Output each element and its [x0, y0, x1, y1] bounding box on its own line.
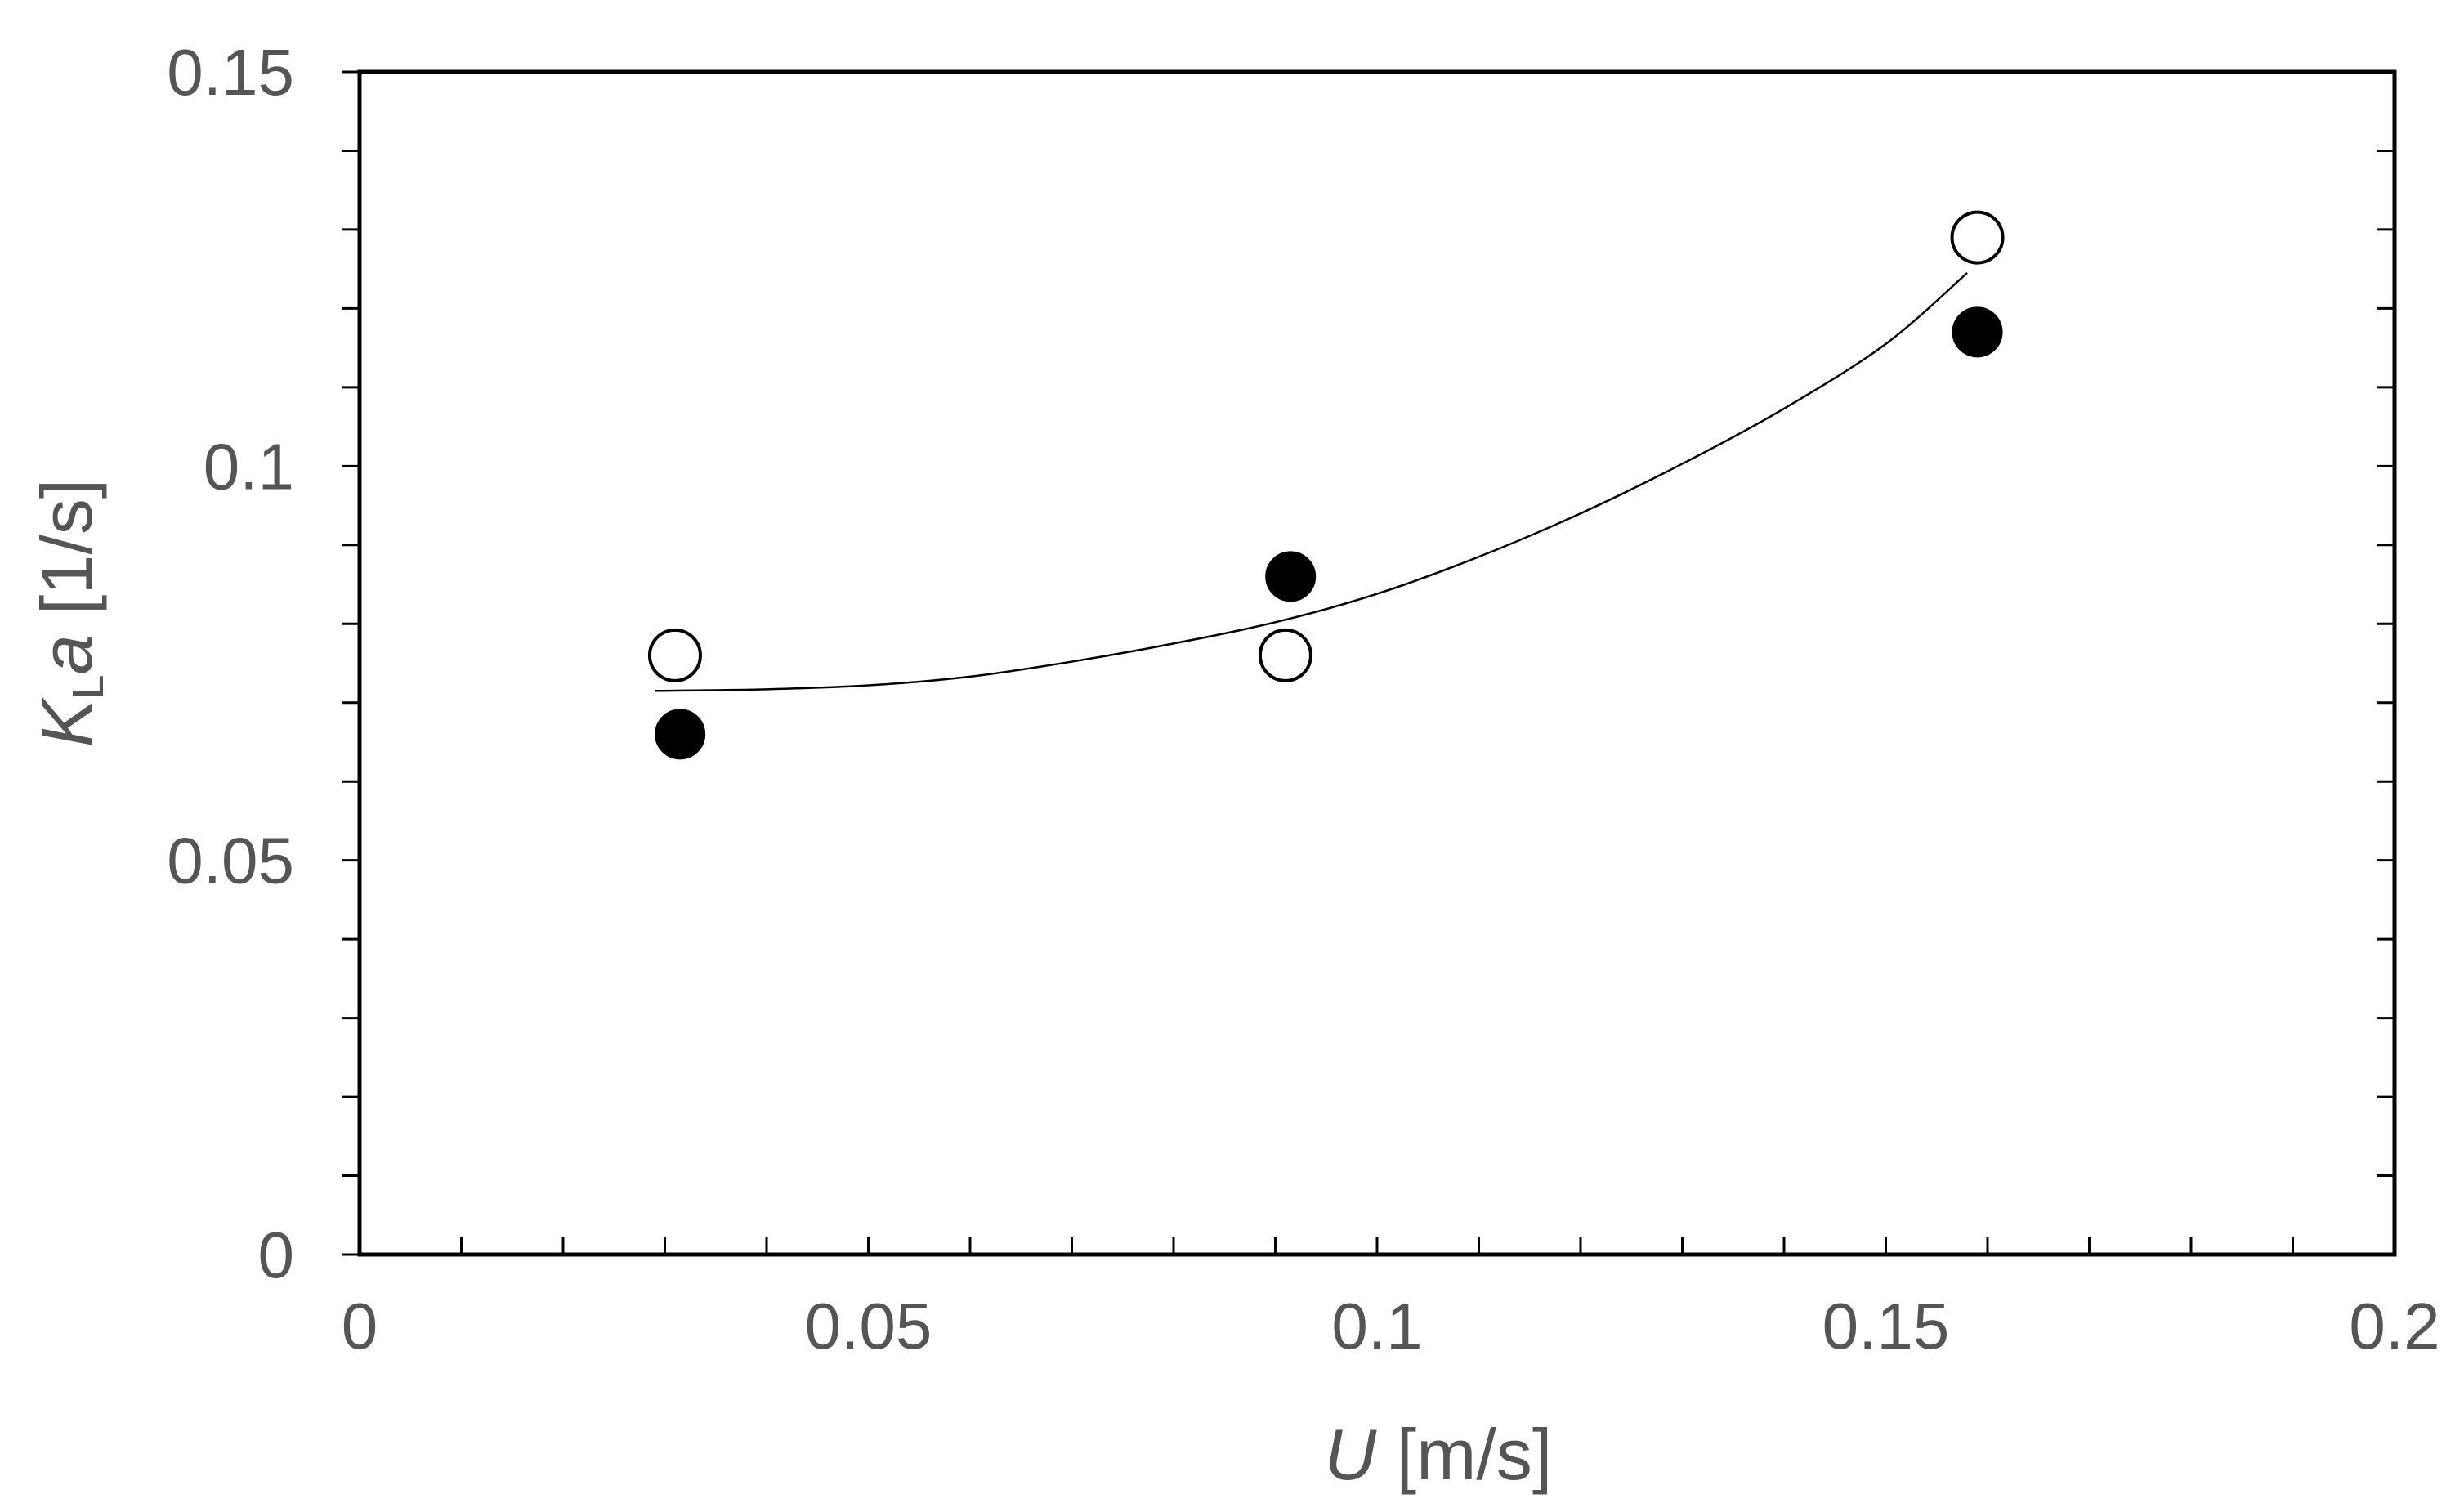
y-tick-labels: 0 0.05 0.1 0.15 [167, 36, 294, 1291]
x-tick-label: 0.1 [1331, 1290, 1422, 1362]
x-tick-label: 0.15 [1822, 1290, 1950, 1362]
trend-line [655, 272, 1968, 692]
y-tick-label: 0 [258, 1219, 295, 1291]
filled-circle-point [1952, 306, 2003, 358]
x-tick-label: 0.2 [2349, 1290, 2439, 1362]
filled-circle-point [1265, 551, 1317, 602]
open-circle-point [1950, 210, 2005, 265]
y-tick-label: 0.05 [167, 825, 294, 897]
y-axis-title: KLa [1/s] [26, 479, 113, 747]
x-axis-title: U [m/s] [1325, 1414, 1553, 1495]
x-tick-labels: 0 0.05 0.1 0.15 0.2 [342, 1290, 2440, 1362]
filled-circle-point [655, 709, 706, 760]
open-circle-point [647, 628, 702, 682]
plot-area [357, 69, 2397, 1257]
open-circle-point [1258, 628, 1312, 682]
x-tick-label: 0.05 [805, 1290, 932, 1362]
data-points [647, 210, 2005, 760]
y-tick-label: 0.1 [203, 430, 294, 503]
x-tick-label: 0 [342, 1290, 378, 1362]
y-tick-label: 0.15 [167, 36, 294, 109]
